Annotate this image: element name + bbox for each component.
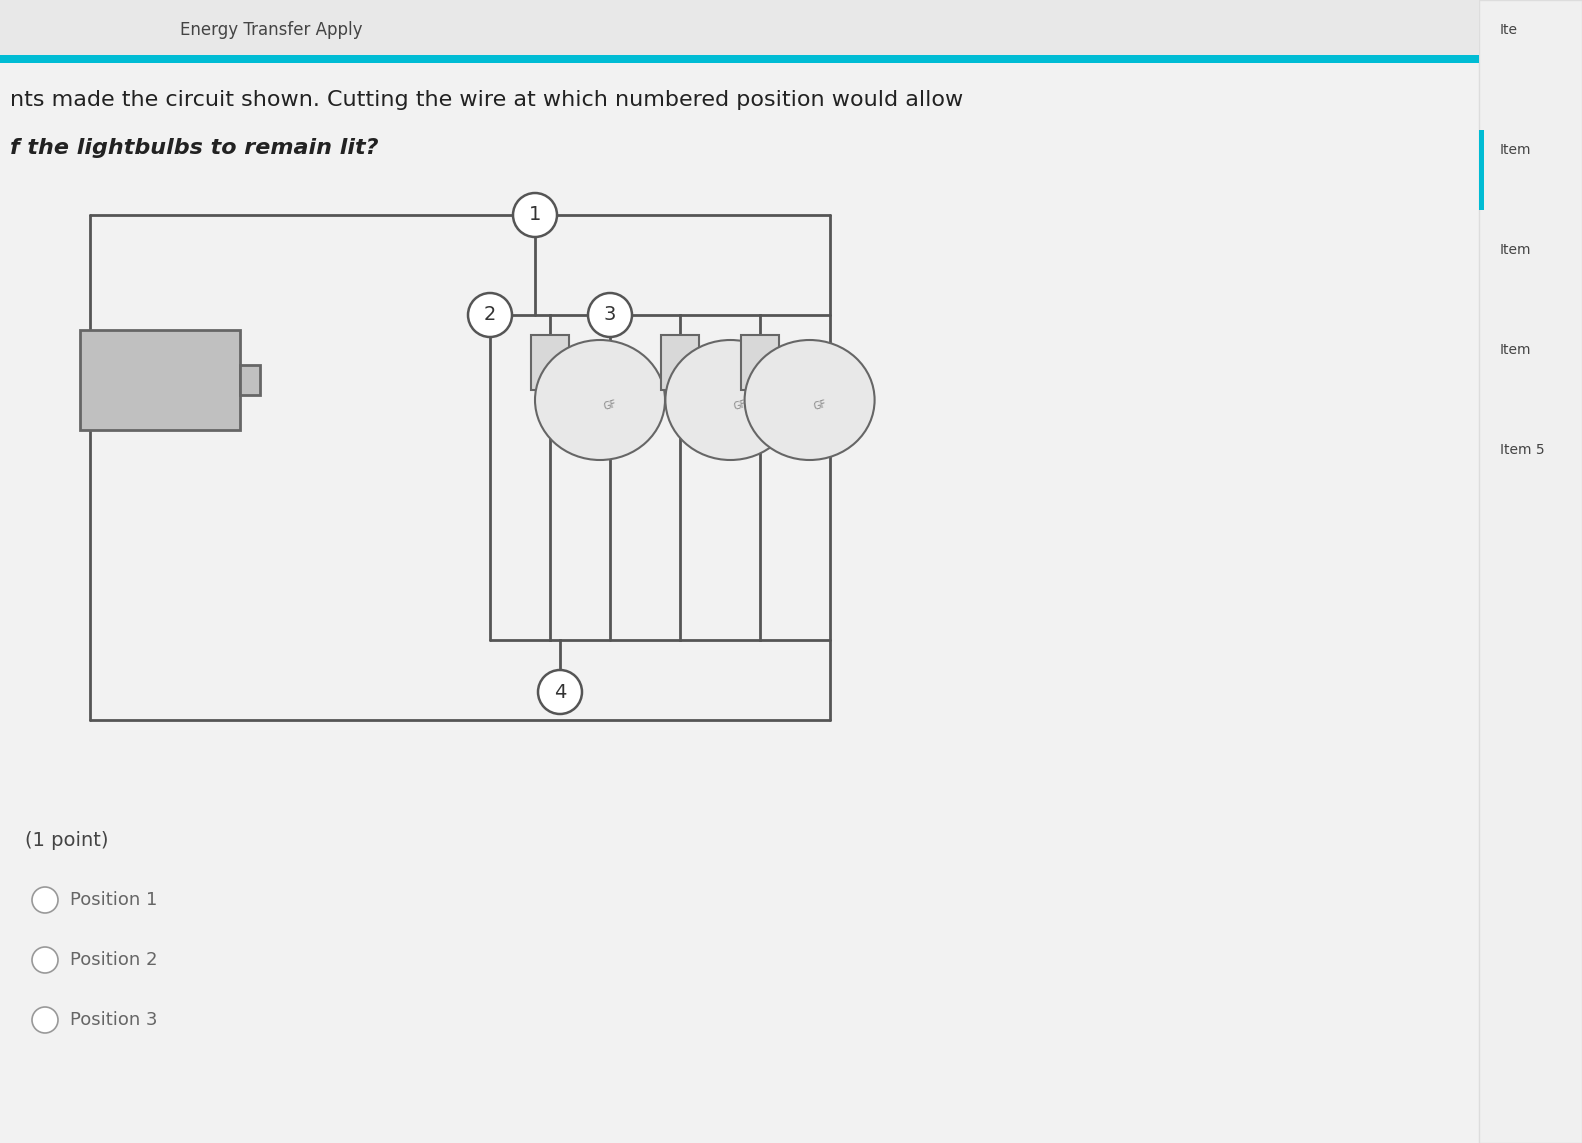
Circle shape <box>538 670 582 714</box>
Text: 2: 2 <box>484 305 497 325</box>
Text: 4: 4 <box>554 682 566 702</box>
Text: GF: GF <box>732 399 748 411</box>
Text: 3: 3 <box>604 305 615 325</box>
Circle shape <box>589 293 631 337</box>
Circle shape <box>32 887 59 913</box>
Text: nts made the circuit shown. Cutting the wire at which numbered position would al: nts made the circuit shown. Cutting the … <box>9 90 963 110</box>
Circle shape <box>513 193 557 237</box>
Bar <box>740 335 778 390</box>
Text: GF: GF <box>603 399 617 411</box>
Text: f the lightbulbs to remain lit?: f the lightbulbs to remain lit? <box>9 138 378 158</box>
Bar <box>748 390 770 410</box>
Text: Item 5: Item 5 <box>1500 443 1544 457</box>
Text: Position 3: Position 3 <box>70 1012 158 1029</box>
Text: (1 point): (1 point) <box>25 831 109 849</box>
Bar <box>1479 0 1582 1143</box>
Text: 1: 1 <box>528 206 541 224</box>
Bar <box>661 335 699 390</box>
Bar <box>240 365 259 395</box>
Text: Ite: Ite <box>1500 23 1517 37</box>
Bar <box>669 390 691 410</box>
Ellipse shape <box>666 339 796 459</box>
Bar <box>0 0 1479 55</box>
Bar <box>81 330 240 430</box>
Text: Position 1: Position 1 <box>70 892 157 909</box>
Bar <box>539 390 562 410</box>
Text: Item: Item <box>1500 243 1531 257</box>
Text: Energy Transfer Apply: Energy Transfer Apply <box>180 21 362 39</box>
Circle shape <box>32 1007 59 1033</box>
Text: Item: Item <box>1500 343 1531 357</box>
Bar <box>1479 130 1484 210</box>
Ellipse shape <box>535 339 664 459</box>
Text: Item: Item <box>1500 143 1531 157</box>
Circle shape <box>32 948 59 973</box>
Text: GF: GF <box>812 399 827 411</box>
Ellipse shape <box>745 339 875 459</box>
Text: Position 2: Position 2 <box>70 951 158 969</box>
Circle shape <box>468 293 513 337</box>
Bar <box>532 335 570 390</box>
Bar <box>0 55 1479 63</box>
